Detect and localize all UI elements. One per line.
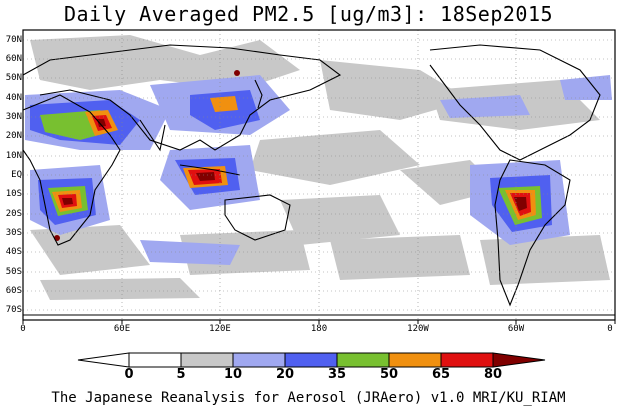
colorbar-segment-50-65 — [388, 352, 442, 368]
colorbar-segment-20-35 — [284, 352, 338, 368]
colorbar-label: 0 — [124, 367, 134, 382]
lat-label: 50N — [5, 73, 22, 83]
lat-label: EQ — [11, 170, 22, 180]
lon-label: 60E — [113, 324, 131, 334]
lat-label: 70N — [5, 35, 22, 45]
lat-label: 60N — [5, 54, 22, 64]
lat-label: 30N — [5, 112, 22, 122]
colorbar-segment-over — [492, 352, 546, 368]
lat-label: 30S — [5, 228, 22, 238]
colorbar-label: 20 — [275, 367, 295, 382]
lat-label: 60S — [5, 286, 22, 296]
lat-label: 50S — [5, 267, 22, 277]
colorbar-label: 10 — [223, 367, 243, 382]
colorbar-segment-0-5 — [128, 352, 182, 368]
lon-label: 180 — [310, 324, 328, 334]
colorbar-segment-35-50 — [336, 352, 390, 368]
lat-label: 40N — [5, 93, 22, 103]
lat-label: 20S — [5, 209, 22, 219]
colorbar-label: 80 — [483, 367, 503, 382]
colorbar-segment-5-10 — [180, 352, 234, 368]
colorbar — [77, 352, 546, 368]
colorbar-label: 35 — [327, 367, 347, 382]
lon-label: 120W — [407, 324, 429, 334]
colorbar-label: 50 — [379, 367, 399, 382]
colorbar-segment-under — [77, 352, 130, 368]
lon-label: 120E — [209, 324, 231, 334]
lat-label: 10S — [5, 189, 22, 199]
colorbar-segment-10-20 — [232, 352, 286, 368]
lat-label: 10N — [5, 151, 22, 161]
lon-label: 0 — [20, 324, 26, 334]
lat-label: 70S — [5, 305, 22, 315]
lat-label: 20N — [5, 131, 22, 141]
colorbar-segment-65-80 — [440, 352, 494, 368]
colorbar-label: 5 — [176, 367, 186, 382]
credit-line: The Japanese Reanalysis for Aerosol (JRA… — [51, 390, 566, 406]
graticule — [23, 30, 615, 320]
map-title: Daily Averaged PM2.5 [ug/m3]: 18Sep2015 — [63, 2, 554, 26]
lon-label: 60W — [507, 324, 525, 334]
lon-label: 0 — [607, 324, 613, 334]
colorbar-label: 65 — [431, 367, 451, 382]
lat-label: 40S — [5, 247, 22, 257]
